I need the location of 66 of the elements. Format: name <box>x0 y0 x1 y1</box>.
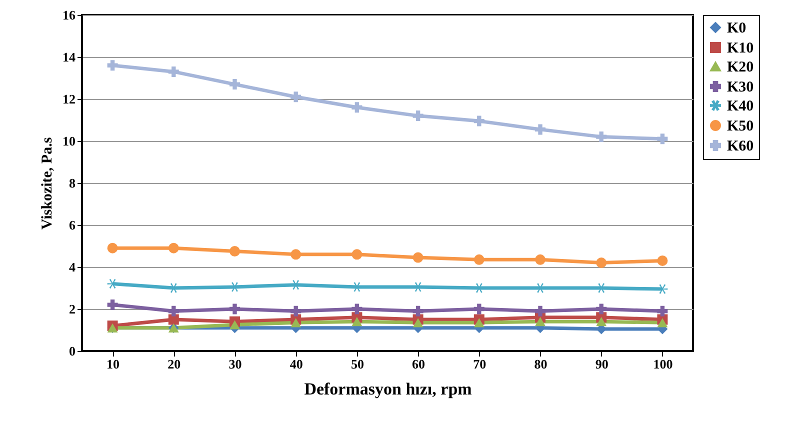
point <box>657 306 668 316</box>
point <box>230 79 240 90</box>
point <box>474 254 484 265</box>
y-tick-label: 6 <box>69 218 76 232</box>
y-tick-label: 10 <box>62 134 76 148</box>
point <box>596 132 607 142</box>
x-tick-label: 10 <box>106 356 120 372</box>
point <box>230 246 240 256</box>
point <box>168 242 179 254</box>
legend-label: K50 <box>727 118 754 134</box>
point <box>535 124 546 135</box>
legend-label: K40 <box>727 98 754 114</box>
x-tick-label: 90 <box>595 356 608 372</box>
point <box>352 249 362 260</box>
y-tick-label: 4 <box>69 260 76 274</box>
x-tick-label: 70 <box>473 356 486 372</box>
point <box>352 317 362 326</box>
point <box>535 317 546 326</box>
x-axis-title: Deformasyon hızı, rpm <box>304 380 472 398</box>
x-tick-label: 60 <box>412 356 426 372</box>
point <box>168 306 179 316</box>
legend-label: K20 <box>727 60 754 76</box>
legend-label: K0 <box>727 20 746 36</box>
point <box>107 60 118 71</box>
y-axis-title: Viskozite, Pa.s <box>40 137 56 230</box>
y-tick-label: 12 <box>62 92 76 106</box>
y-tick-label: 14 <box>62 50 76 64</box>
y-tick-label: 0 <box>69 344 76 358</box>
y-tick-label: 2 <box>69 302 76 316</box>
point <box>290 92 302 102</box>
point <box>352 304 362 314</box>
x-tick-label: 30 <box>228 356 242 372</box>
legend-label: K30 <box>727 80 754 96</box>
point <box>352 102 362 113</box>
point <box>596 258 607 268</box>
x-tick-label: 80 <box>534 356 548 372</box>
x-tick-label: 100 <box>653 356 673 372</box>
y-tick-label: 16 <box>62 8 76 22</box>
point <box>290 306 302 316</box>
point <box>107 300 118 310</box>
point <box>412 110 424 122</box>
legend-label: K10 <box>727 40 754 56</box>
point <box>230 320 240 330</box>
point <box>230 304 240 314</box>
y-tick-label: 8 <box>69 176 76 190</box>
point <box>535 254 546 265</box>
point <box>168 66 179 77</box>
point <box>535 306 546 316</box>
point <box>290 249 302 260</box>
x-tick-label: 40 <box>290 356 303 372</box>
point <box>657 255 668 266</box>
point <box>596 317 607 326</box>
x-tick-label: 20 <box>168 356 181 372</box>
point <box>412 252 424 263</box>
point <box>596 304 607 314</box>
point <box>474 304 484 314</box>
point <box>290 318 302 328</box>
point <box>107 242 118 254</box>
point <box>474 318 484 328</box>
point <box>657 318 668 328</box>
point <box>474 116 484 126</box>
x-tick-label: 50 <box>350 356 364 372</box>
point <box>412 306 424 316</box>
point <box>412 318 424 328</box>
legend-label: K60 <box>727 138 754 154</box>
point <box>657 134 668 144</box>
